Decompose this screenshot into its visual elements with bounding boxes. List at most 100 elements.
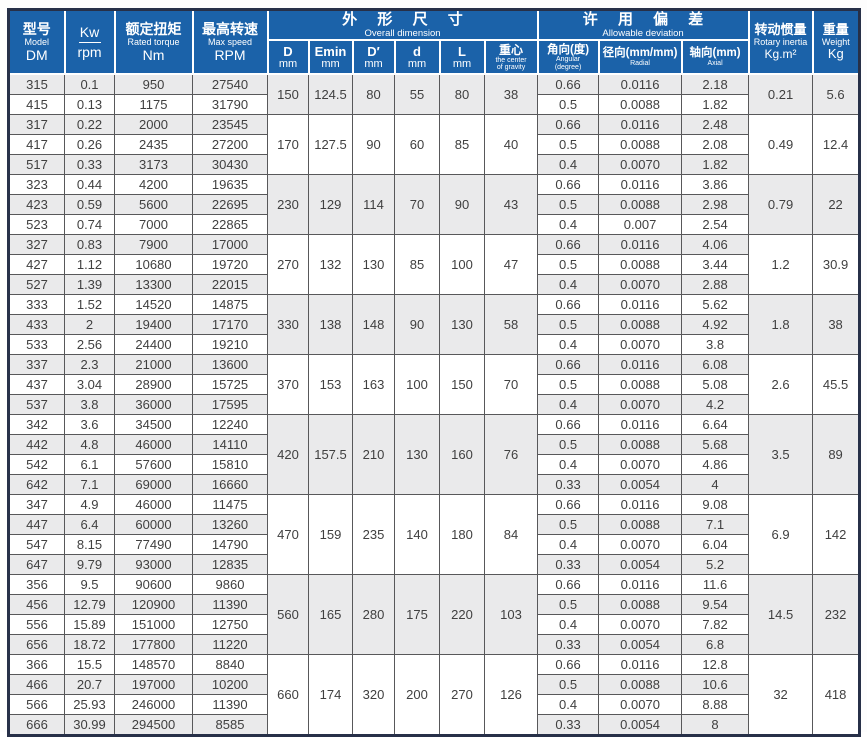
cell-dim-Emin: 157.5 <box>308 414 353 496</box>
cell-model: 342 <box>8 414 65 436</box>
header-radial: 径向(mm/mm) Radial <box>597 39 683 76</box>
table-row: 656 18.72 177800 11220 0.33 0.0054 6.8 <box>8 634 860 656</box>
cell-kw: 4.8 <box>64 434 115 456</box>
header-allowable-deviation: 许 用 偏 差 Allowable deviation <box>536 8 750 42</box>
cell-axial: 3.86 <box>681 174 750 196</box>
cell-dim-Dprime: 90 <box>352 114 395 176</box>
cell-angular: 0.4 <box>537 534 600 556</box>
header-weight-en: Weight <box>821 36 850 47</box>
cell-dim-d: 85 <box>394 234 440 296</box>
header-axial: 轴向(mm) Axial <box>680 39 750 76</box>
table-row: 337 2.3 21000 13600 370 153 163 100 150 70 0.66 0.0… <box>8 354 861 416</box>
cell-kw: 0.83 <box>64 234 115 256</box>
cell-angular: 0.4 <box>537 274 600 296</box>
cell-radial: 0.0070 <box>598 454 683 476</box>
cell-kw: 15.5 <box>64 654 115 676</box>
cell-speed: 11390 <box>192 694 268 716</box>
cell-model: 447 <box>8 514 65 536</box>
cell-torque: 46000 <box>114 434 193 456</box>
header-radial-zh: 径向(mm/mm) <box>602 47 678 60</box>
cell-dim-Emin: 159 <box>308 494 353 576</box>
cell-speed: 12240 <box>192 414 268 436</box>
cell-model: 666 <box>8 714 65 737</box>
cell-kw: 7.1 <box>64 474 115 496</box>
cell-radial: 0.0054 <box>598 474 683 496</box>
cell-axial: 8.88 <box>681 694 750 716</box>
cell-rotary-inertia: 0.21 <box>748 73 814 116</box>
header-speed: 最高转速 Max speed RPM <box>191 8 269 76</box>
cell-torque: 7000 <box>114 214 193 236</box>
cell-speed: 10200 <box>192 674 268 696</box>
cell-center-of-gravity: 84 <box>483 494 539 576</box>
cell-speed: 31790 <box>192 94 268 116</box>
cell-radial: 0.0116 <box>598 354 683 376</box>
cell-center-of-gravity: 58 <box>483 294 539 356</box>
header-angular-en2: (degree) <box>554 63 582 71</box>
cell-radial: 0.0054 <box>598 554 683 576</box>
cell-model: 433 <box>8 314 65 336</box>
cell-dim-L: 130 <box>439 294 485 356</box>
cell-radial: 0.0116 <box>598 114 683 136</box>
cell-torque: 2435 <box>114 134 193 156</box>
cell-torque: 21000 <box>114 354 193 376</box>
header-cg-en2: of gravity <box>496 64 526 72</box>
cell-rotary-inertia: 6.9 <box>748 494 814 576</box>
cell-kw: 6.1 <box>64 454 115 476</box>
cell-kw: 8.15 <box>64 534 115 556</box>
cell-torque: 69000 <box>114 474 193 496</box>
cell-torque: 14520 <box>114 294 193 316</box>
cell-torque: 90600 <box>114 574 193 596</box>
cell-torque: 950 <box>114 73 193 96</box>
table-row: 315 0.1 950 27540 150 124.5 80 55 80 38 0.66 0.0116… <box>8 73 861 116</box>
cell-angular: 0.66 <box>537 174 600 196</box>
cell-model: 523 <box>8 214 65 236</box>
cell-torque: 120900 <box>114 594 193 616</box>
cell-axial: 12.8 <box>681 654 750 676</box>
cell-speed: 15725 <box>192 374 268 396</box>
cell-dim-d: 70 <box>394 174 440 236</box>
cell-radial: 0.0070 <box>598 614 683 636</box>
cell-axial: 4.92 <box>681 314 750 336</box>
cell-angular: 0.66 <box>537 234 600 256</box>
cell-torque: 3173 <box>114 154 193 176</box>
header-model: 型号 Model DM <box>7 8 66 76</box>
cell-kw: 0.22 <box>64 114 115 136</box>
cell-dim-L: 270 <box>439 654 485 737</box>
cell-dim-D: 470 <box>267 494 309 576</box>
cell-model: 427 <box>8 254 65 276</box>
cell-radial: 0.0070 <box>598 274 683 296</box>
cell-dim-Dprime: 148 <box>352 294 395 356</box>
cell-axial: 4 <box>681 474 750 496</box>
cell-model: 442 <box>8 434 65 456</box>
cell-dim-D: 660 <box>267 654 309 737</box>
header-speed-unit: RPM <box>214 46 246 63</box>
cell-speed: 27540 <box>192 73 268 96</box>
cell-dim-Emin: 153 <box>308 354 353 416</box>
cell-angular: 0.5 <box>537 134 600 156</box>
cell-speed: 15810 <box>192 454 268 476</box>
table-row: 342 3.6 34500 12240 420 157.5 210 130 160 76 0.66 0… <box>8 414 861 496</box>
cell-rotary-inertia: 3.5 <box>748 414 814 496</box>
cell-model: 415 <box>8 94 65 116</box>
cell-torque: 151000 <box>114 614 193 636</box>
cell-torque: 13300 <box>114 274 193 296</box>
cell-axial: 2.18 <box>681 73 750 96</box>
cell-angular: 0.33 <box>537 474 600 496</box>
cell-kw: 0.44 <box>64 174 115 196</box>
cell-kw: 0.1 <box>64 73 115 96</box>
cell-axial: 7.82 <box>681 614 750 636</box>
cell-model: 647 <box>8 554 65 576</box>
cell-speed: 19720 <box>192 254 268 276</box>
cell-model: 337 <box>8 354 65 376</box>
cell-kw: 15.89 <box>64 614 115 636</box>
cell-speed: 19210 <box>192 334 268 356</box>
cell-radial: 0.0116 <box>598 73 683 96</box>
cell-kw: 3.04 <box>64 374 115 396</box>
cell-dim-L: 180 <box>439 494 485 576</box>
header-torque-unit: Nm <box>142 46 165 63</box>
cell-axial: 4.86 <box>681 454 750 476</box>
cell-weight: 5.6 <box>812 73 861 116</box>
cell-axial: 7.1 <box>681 514 750 536</box>
cell-axial: 5.68 <box>681 434 750 456</box>
cell-center-of-gravity: 40 <box>483 114 539 176</box>
